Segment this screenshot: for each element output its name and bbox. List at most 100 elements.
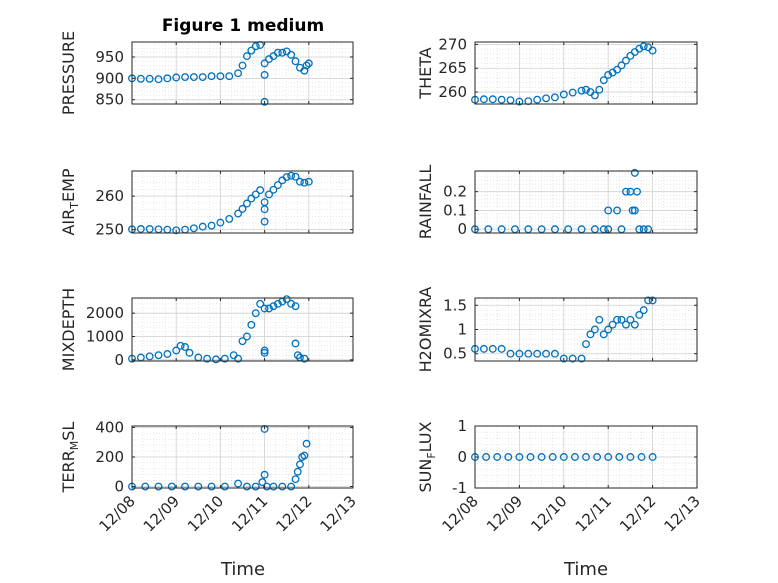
data-point (548, 453, 557, 461)
data-point (639, 306, 648, 315)
data-point (278, 48, 287, 57)
y-tick-label: 400 (95, 418, 124, 436)
data-point (291, 302, 300, 311)
y-tick-label: 0.1 (443, 201, 467, 219)
x-tick-label: 12/08 (96, 492, 139, 535)
data-point (506, 349, 515, 358)
y-axis-label-main: THETA (416, 47, 435, 99)
data-point (181, 482, 189, 491)
data-point (172, 346, 181, 355)
y-tick-label: 950 (95, 48, 124, 66)
data-point (242, 199, 251, 208)
data-point (256, 186, 265, 195)
data-point (282, 295, 291, 304)
data-point (145, 225, 154, 233)
y-tick-label: 1000 (86, 328, 124, 346)
data-point (189, 224, 198, 233)
data-point (515, 453, 524, 461)
y-axis-label: TERRMSL (59, 422, 81, 494)
y-axis-label: H2OMIXRA (416, 287, 435, 373)
data-point (258, 478, 267, 487)
data-point (586, 330, 595, 339)
data-point (198, 73, 207, 82)
data-point (590, 325, 599, 334)
data-point (604, 70, 613, 79)
data-point (251, 482, 260, 491)
data-point (626, 453, 635, 461)
data-point (163, 350, 172, 358)
data-point (582, 340, 590, 348)
data-point (304, 59, 313, 68)
data-point (639, 42, 648, 51)
axes-box (474, 170, 698, 234)
y-axis-label: PRESSURE (59, 31, 78, 115)
x-axis-label-left: Time (220, 559, 265, 580)
data-point (242, 52, 251, 61)
data-point (265, 190, 273, 199)
data-point (287, 50, 296, 59)
data-point (542, 94, 550, 103)
x-tick-label: 12/10 (527, 492, 570, 535)
y-axis-label-subscript: M (68, 441, 81, 451)
data-point (234, 209, 243, 218)
subplot-mixdepth: 0 1000 2000 MIXDEPTH (59, 288, 354, 371)
x-tick-label: 12/13 (317, 492, 360, 535)
data-markers (471, 296, 657, 363)
data-point (633, 187, 642, 196)
data-point (145, 352, 154, 361)
data-point (242, 482, 251, 491)
y-tick-label: 0.5 (443, 345, 467, 363)
y-tick-label: 1.5 (443, 296, 467, 314)
data-point (568, 354, 577, 363)
data-point (644, 296, 653, 305)
data-point (225, 72, 234, 81)
data-point (604, 206, 613, 215)
y-axis-label: MIXDEPTH (59, 288, 78, 371)
data-point (626, 315, 635, 324)
data-point (145, 74, 154, 83)
data-point (260, 70, 269, 79)
data-point (604, 325, 613, 334)
data-point (291, 172, 300, 181)
subplot-pressure: 850 900 950 PRESSURE (59, 31, 354, 115)
data-point (212, 355, 220, 364)
data-point (622, 320, 630, 329)
data-point (613, 65, 622, 74)
x-tick-label: 12/11 (228, 492, 271, 535)
data-point (608, 320, 617, 329)
x-tick-label: 12/12 (616, 492, 659, 535)
data-point (167, 482, 176, 491)
y-tick-label: 1 (457, 321, 467, 339)
y-axis-label: AIRTEMP (59, 168, 81, 235)
data-point (506, 96, 515, 105)
data-point (604, 453, 613, 461)
data-point (141, 482, 150, 491)
data-point (269, 302, 278, 311)
data-point (238, 337, 247, 346)
data-point (194, 482, 203, 491)
x-tick-label: 12/09 (140, 492, 183, 535)
y-tick-label: 270 (438, 35, 467, 53)
data-point (269, 185, 278, 194)
data-point (247, 194, 256, 203)
data-point (550, 93, 559, 102)
data-point (207, 482, 216, 491)
data-point (154, 351, 163, 360)
data-point (181, 343, 189, 351)
y-tick-label: 0 (114, 478, 124, 496)
data-markers (128, 295, 309, 364)
data-point (300, 451, 309, 460)
data-point (628, 206, 637, 215)
data-point (648, 453, 657, 461)
data-point (260, 59, 269, 68)
y-tick-label: 200 (95, 448, 124, 466)
data-point (260, 304, 269, 313)
data-point (515, 97, 524, 106)
data-point (220, 354, 229, 363)
y-tick-label: 0 (457, 220, 467, 238)
data-point (273, 181, 282, 190)
data-point (630, 320, 639, 329)
data-point (617, 315, 626, 324)
y-axis-label-main: AIR (59, 209, 78, 236)
